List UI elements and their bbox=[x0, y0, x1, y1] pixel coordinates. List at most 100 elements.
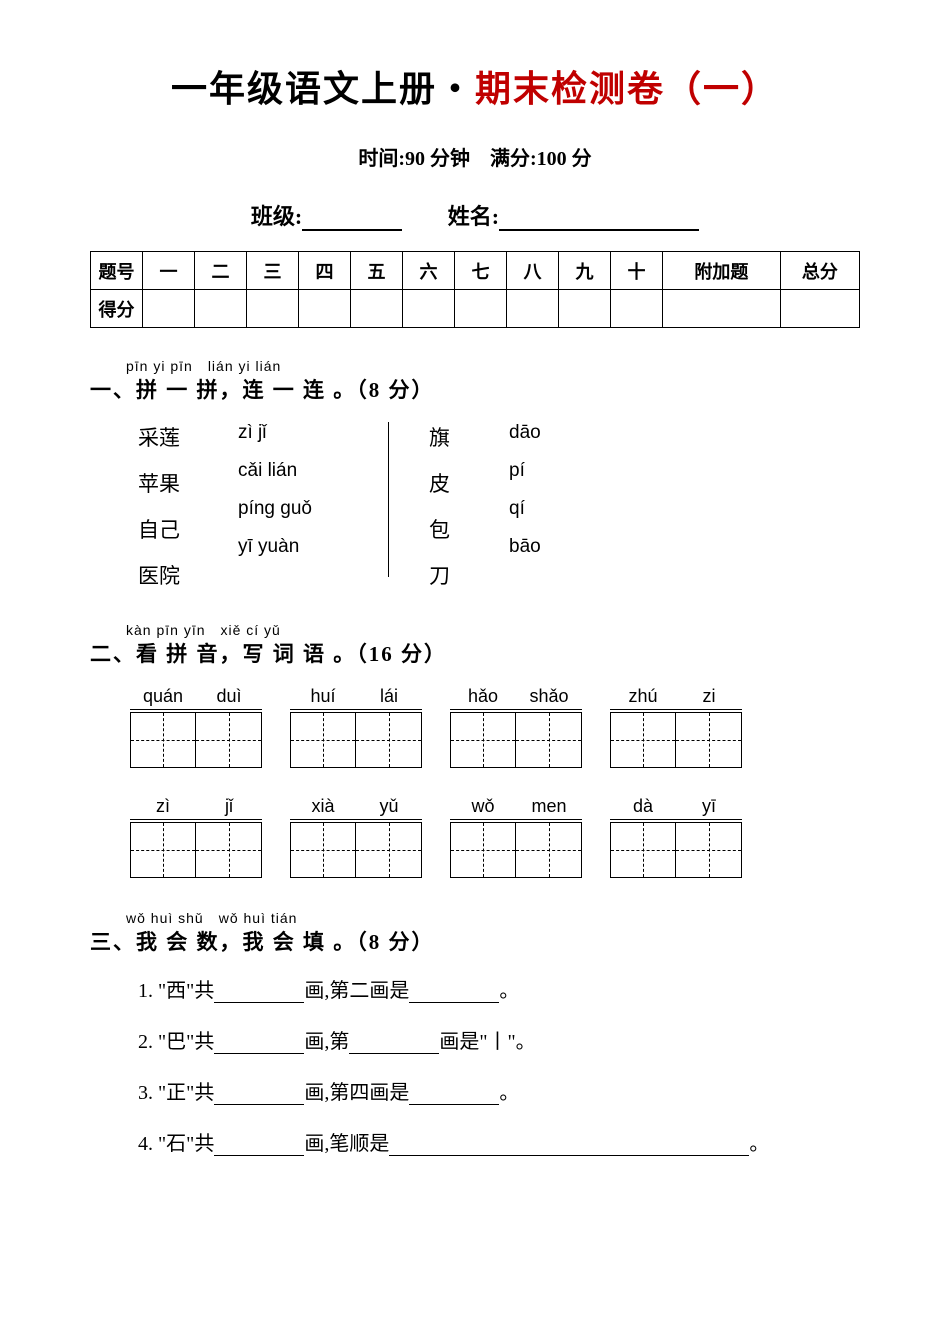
q3-item: 1. "西"共画,第二画是。 bbox=[138, 974, 860, 1003]
th: 题号 bbox=[91, 252, 143, 290]
q3-item: 3. "正"共画,第四画是。 bbox=[138, 1076, 860, 1105]
q2-pinyin: wǒmen bbox=[450, 796, 582, 820]
fill-blank[interactable] bbox=[349, 1034, 439, 1054]
q1-hz: 采莲 bbox=[138, 422, 238, 452]
score-cell[interactable] bbox=[611, 290, 663, 328]
q2-pinyin: xiàyǔ bbox=[290, 796, 422, 820]
tian-grid[interactable] bbox=[450, 822, 582, 878]
th: 附加题 bbox=[663, 252, 781, 290]
th: 五 bbox=[351, 252, 403, 290]
fill-blank[interactable] bbox=[389, 1136, 749, 1156]
fill-blank[interactable] bbox=[214, 1136, 304, 1156]
tian-cell[interactable] bbox=[676, 712, 742, 768]
fill-blank[interactable] bbox=[409, 983, 499, 1003]
q2-pinyin: kàn pīn yīn xiě cí yǔ bbox=[126, 620, 860, 640]
class-label: 班级: bbox=[251, 204, 302, 229]
student-fields: 班级: 姓名: bbox=[90, 199, 860, 231]
subtitle: 时间:90 分钟 满分:100 分 bbox=[90, 142, 860, 171]
q1-py: dāo bbox=[509, 422, 589, 444]
table-row: 得分 bbox=[91, 290, 860, 328]
q2-rows: quánduìhuíláihǎoshǎozhúzi zìjǐxiàyǔwǒmen… bbox=[130, 686, 860, 878]
q1-grid: 采莲 苹果 自己 医院 zì jǐ cǎi lián píng guǒ yī y… bbox=[138, 422, 860, 590]
q1-hz: 包 bbox=[429, 514, 509, 544]
fill-blank[interactable] bbox=[409, 1085, 499, 1105]
td: 得分 bbox=[91, 290, 143, 328]
page-title: 一年级语文上册・期末检测卷（一） bbox=[90, 60, 860, 112]
tian-grid[interactable] bbox=[450, 712, 582, 768]
th: 十 bbox=[611, 252, 663, 290]
score-cell[interactable] bbox=[403, 290, 455, 328]
th: 四 bbox=[299, 252, 351, 290]
q1-hz: 苹果 bbox=[138, 468, 238, 498]
tian-cell[interactable] bbox=[516, 822, 582, 878]
q1-py: píng guǒ bbox=[238, 498, 378, 520]
tian-grid[interactable] bbox=[130, 712, 262, 768]
class-input[interactable] bbox=[302, 209, 402, 231]
score-cell[interactable] bbox=[780, 290, 859, 328]
tian-grid[interactable] bbox=[130, 822, 262, 878]
q1-py: yī yuàn bbox=[238, 536, 378, 558]
th: 一 bbox=[143, 252, 195, 290]
tian-cell[interactable] bbox=[610, 822, 676, 878]
tian-cell[interactable] bbox=[356, 822, 422, 878]
score-cell[interactable] bbox=[663, 290, 781, 328]
q2-pinyin: quánduì bbox=[130, 686, 262, 710]
q1-py: zì jǐ bbox=[238, 422, 378, 444]
tian-grid[interactable] bbox=[290, 712, 422, 768]
q2-pinyin: dàyī bbox=[610, 796, 742, 820]
table-row: 题号 一 二 三 四 五 六 七 八 九 十 附加题 总分 bbox=[91, 252, 860, 290]
name-input[interactable] bbox=[499, 209, 699, 231]
q1-hz: 旗 bbox=[429, 422, 509, 452]
th: 六 bbox=[403, 252, 455, 290]
th: 三 bbox=[247, 252, 299, 290]
score-cell[interactable] bbox=[507, 290, 559, 328]
q2-item: hǎoshǎo bbox=[450, 686, 582, 768]
title-black: 一年级语文上册・ bbox=[171, 69, 475, 109]
title-red: 期末检测卷（一） bbox=[475, 69, 779, 109]
q2-title: 二、看 拼 音，写 词 语 。（16 分） bbox=[90, 638, 860, 668]
q1-hz: 皮 bbox=[429, 468, 509, 498]
q3-pinyin: wǒ huì shǔ wǒ huì tián bbox=[126, 908, 860, 928]
q2-item: xiàyǔ bbox=[290, 796, 422, 878]
tian-cell[interactable] bbox=[290, 822, 356, 878]
score-cell[interactable] bbox=[247, 290, 299, 328]
score-cell[interactable] bbox=[195, 290, 247, 328]
q2-item: quánduì bbox=[130, 686, 262, 768]
fill-blank[interactable] bbox=[214, 983, 304, 1003]
name-label: 姓名: bbox=[448, 204, 499, 229]
score-cell[interactable] bbox=[559, 290, 611, 328]
th: 九 bbox=[559, 252, 611, 290]
q3-item: 2. "巴"共画,第画是"丨"。 bbox=[138, 1025, 860, 1054]
score-cell[interactable] bbox=[455, 290, 507, 328]
tian-cell[interactable] bbox=[196, 822, 262, 878]
tian-grid[interactable] bbox=[610, 712, 742, 768]
q2-pinyin: hǎoshǎo bbox=[450, 686, 582, 710]
tian-cell[interactable] bbox=[196, 712, 262, 768]
q1-py: pí bbox=[509, 460, 589, 482]
tian-cell[interactable] bbox=[610, 712, 676, 768]
q1-py: cǎi lián bbox=[238, 460, 378, 482]
q2-item: dàyī bbox=[610, 796, 742, 878]
tian-cell[interactable] bbox=[676, 822, 742, 878]
q1-hz: 自己 bbox=[138, 514, 238, 544]
tian-grid[interactable] bbox=[610, 822, 742, 878]
tian-cell[interactable] bbox=[516, 712, 582, 768]
tian-cell[interactable] bbox=[130, 822, 196, 878]
fill-blank[interactable] bbox=[214, 1034, 304, 1054]
tian-cell[interactable] bbox=[450, 712, 516, 768]
q2-pinyin: zìjǐ bbox=[130, 796, 262, 820]
fill-blank[interactable] bbox=[214, 1085, 304, 1105]
tian-cell[interactable] bbox=[290, 712, 356, 768]
tian-cell[interactable] bbox=[130, 712, 196, 768]
tian-grid[interactable] bbox=[290, 822, 422, 878]
tian-cell[interactable] bbox=[356, 712, 422, 768]
q1-hz: 刀 bbox=[429, 560, 509, 590]
q3-items: 1. "西"共画,第二画是。 2. "巴"共画,第画是"丨"。 3. "正"共画… bbox=[138, 974, 860, 1156]
tian-cell[interactable] bbox=[450, 822, 516, 878]
score-cell[interactable] bbox=[143, 290, 195, 328]
divider bbox=[388, 422, 389, 577]
q3-item: 4. "石"共画,笔顺是。 bbox=[138, 1127, 860, 1156]
q1-hz: 医院 bbox=[138, 560, 238, 590]
score-cell[interactable] bbox=[351, 290, 403, 328]
score-cell[interactable] bbox=[299, 290, 351, 328]
